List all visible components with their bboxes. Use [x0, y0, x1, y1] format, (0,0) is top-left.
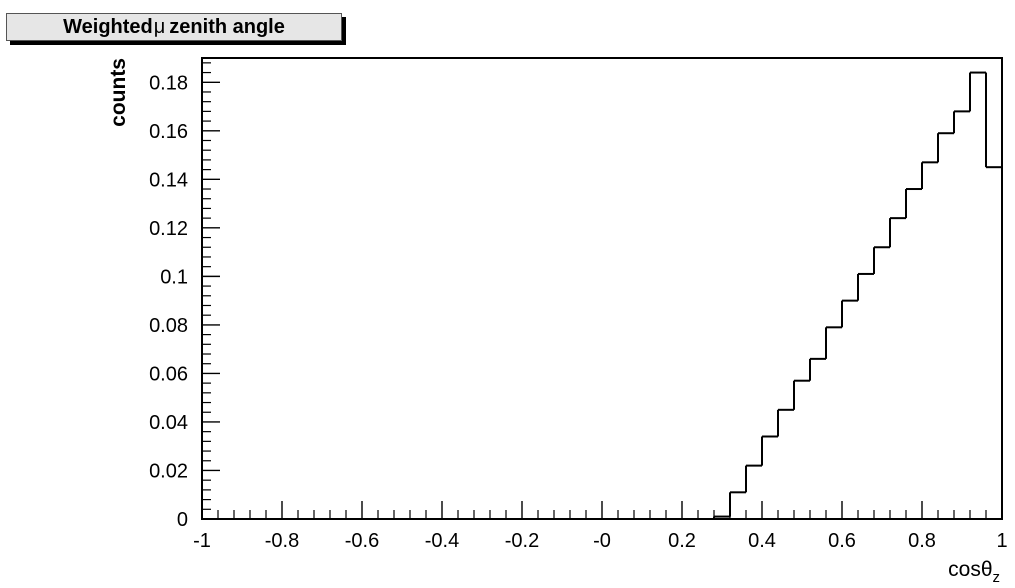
x-axis-label: cosθz	[948, 558, 1000, 586]
y-tick-label: 0.18	[149, 72, 188, 94]
y-tick-label: 0.06	[149, 363, 188, 385]
x-tick-label: -0.2	[505, 530, 539, 552]
x-minor-ticks	[217, 510, 987, 519]
x-tick-label: 0.8	[908, 530, 936, 552]
x-tick-label: -1	[193, 530, 211, 552]
y-axis-label: counts	[107, 58, 130, 127]
chart-title-prefix: Weighted	[63, 15, 153, 38]
chart-title: Weighted μ zenith angle	[6, 13, 342, 41]
x-tick-label: 0.6	[828, 530, 856, 552]
y-tick-labels: 0 0.02 0.04 0.06 0.08 0.1 0.12 0.14 0.16 0.18	[149, 72, 188, 531]
chart-title-suffix: zenith angle	[169, 15, 285, 38]
y-tick-label: 0.08	[149, 315, 188, 337]
y-tick-label: 0.14	[149, 169, 188, 191]
y-tick-label: 0.1	[160, 266, 188, 288]
x-tick-label: 0.4	[748, 530, 776, 552]
y-tick-label: 0.02	[149, 460, 188, 482]
chart-title-mu-symbol: μ	[153, 15, 166, 38]
plot-frame	[201, 57, 1003, 520]
x-tick-label: 0.2	[668, 530, 696, 552]
histogram-bins	[202, 71, 1002, 520]
y-tick-label: 0	[177, 509, 188, 531]
x-tick-label: 1	[996, 530, 1007, 552]
y-tick-label: 0.12	[149, 218, 188, 240]
x-tick-labels: -1 -0.8 -0.6 -0.4 -0.2 -0 0.2 0.4 0.6 0.8 1	[193, 530, 1007, 552]
x-axis-label-subscript: z	[993, 569, 1001, 586]
y-major-ticks	[202, 81, 220, 520]
plot-frame-group	[201, 57, 1003, 520]
y-minor-ticks	[202, 62, 211, 510]
x-major-ticks	[201, 501, 1003, 519]
x-tick-label: -0.8	[265, 530, 299, 552]
x-tick-label: -0	[593, 530, 611, 552]
x-tick-label: -0.4	[425, 530, 459, 552]
y-tick-label: 0.16	[149, 121, 188, 143]
x-axis-label-main: cosθ	[948, 558, 992, 581]
x-tick-label: -0.6	[345, 530, 379, 552]
y-tick-label: 0.04	[149, 412, 188, 434]
